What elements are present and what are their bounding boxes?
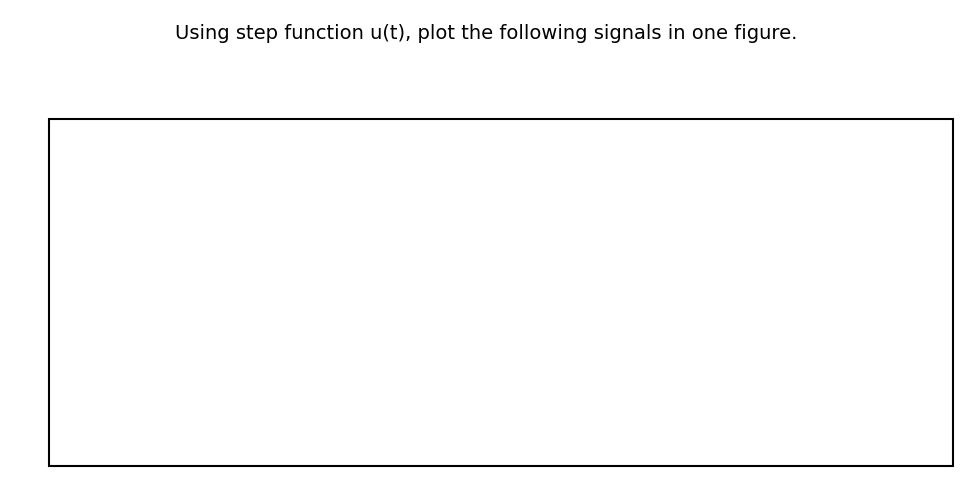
Title: (a): (a): [255, 148, 290, 168]
X-axis label: Time (sec): Time (sec): [227, 452, 317, 467]
Y-axis label: x(t): x(t): [500, 284, 515, 311]
Title: (b): (b): [730, 148, 767, 168]
Y-axis label: x(t): x(t): [56, 284, 71, 311]
Text: Using step function u(t), plot the following signals in one figure.: Using step function u(t), plot the follo…: [175, 24, 797, 43]
X-axis label: Time (sec): Time (sec): [704, 452, 793, 467]
